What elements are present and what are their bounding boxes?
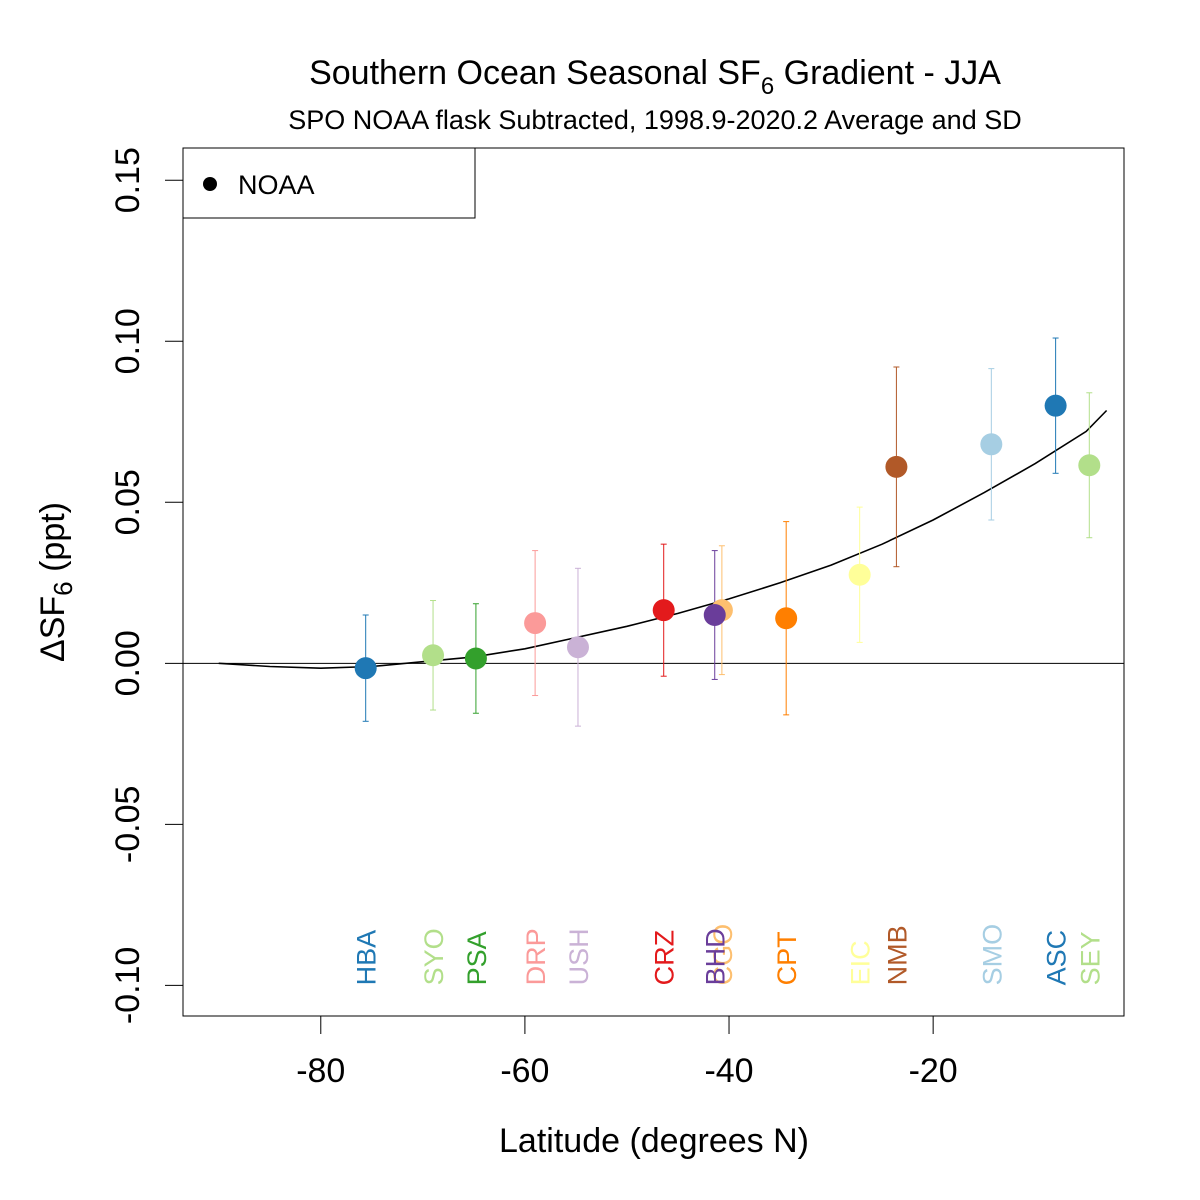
station-label-smo: SMO — [977, 924, 1007, 986]
station-label-crz: CRZ — [650, 930, 680, 986]
station-label-nmb: NMB — [882, 925, 912, 985]
x-tick-label: -40 — [704, 1052, 753, 1090]
station-label-drp: DRP — [521, 928, 551, 985]
x-axis: -80 -60 -40 -20 — [296, 1016, 958, 1090]
data-point-eic — [848, 563, 871, 586]
y-tick-label: 0.00 — [109, 630, 147, 696]
data-point-ush — [566, 636, 589, 659]
station-label-cgo: CGO — [708, 924, 738, 986]
chart-title: Southern Ocean Seasonal SF6 Gradient - J… — [309, 54, 1001, 100]
fit-curve — [218, 409, 1108, 670]
y-tick-label: 0.10 — [109, 308, 147, 374]
station-label-eic: EIC — [846, 940, 876, 985]
station-label-bhd: BHD — [701, 928, 731, 985]
data-point-drp — [524, 612, 547, 635]
data-point-nmb — [885, 455, 908, 478]
legend-marker-noaa — [203, 177, 217, 191]
plot-frame — [182, 147, 1125, 1017]
x-tick-label: -80 — [296, 1052, 345, 1090]
data-point-asc — [1044, 394, 1067, 417]
legend: NOAA — [182, 147, 476, 219]
y-axis: -0.10 -0.05 0.00 0.05 0.10 0.15 — [109, 147, 183, 1024]
x-tick-label: -60 — [500, 1052, 549, 1090]
data-point-sey — [1078, 454, 1101, 477]
data-point-smo — [980, 433, 1003, 456]
data-point-psa — [464, 647, 487, 670]
legend-box — [182, 147, 476, 219]
y-tick-label: 0.05 — [109, 469, 147, 535]
station-label-ush: USH — [564, 928, 594, 985]
x-axis-title: Latitude (degrees N) — [499, 1122, 809, 1160]
station-label-sey: SEY — [1075, 931, 1105, 985]
data-point-bhd — [703, 604, 726, 627]
station-label-asc: ASC — [1042, 930, 1072, 986]
data-point-cpt — [775, 607, 798, 630]
y-tick-label: -0.10 — [109, 947, 147, 1025]
legend-label-noaa: NOAA — [238, 170, 315, 200]
y-tick-label: -0.05 — [109, 786, 147, 864]
y-axis-title: ΔSF6 (ppt) — [34, 502, 78, 662]
y-tick-label: 0.15 — [109, 147, 147, 213]
station-label-psa: PSA — [462, 931, 492, 985]
data-point-syo — [422, 644, 445, 667]
station-label-hba: HBA — [352, 930, 382, 986]
station-label-syo: SYO — [419, 928, 449, 985]
data-point-crz — [652, 599, 675, 622]
chart-subtitle: SPO NOAA flask Subtracted, 1998.9-2020.2… — [288, 105, 1021, 135]
data-point-hba — [354, 657, 377, 680]
x-tick-label: -20 — [909, 1052, 958, 1090]
station-label-cpt: CPT — [772, 931, 802, 985]
